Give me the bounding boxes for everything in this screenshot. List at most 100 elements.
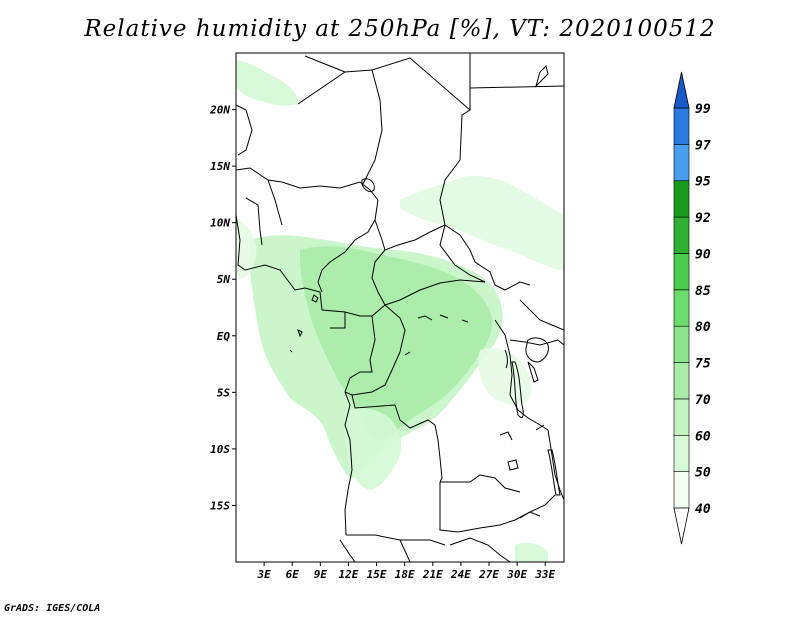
colorbar-label: 70 — [695, 393, 711, 408]
colorbar-label: 85 — [695, 284, 711, 299]
lon-label: 15E — [367, 568, 387, 581]
colorbar-segment — [673, 325, 690, 363]
lon-label: 24E — [450, 568, 471, 581]
colorbar-label: 50 — [695, 466, 711, 481]
border-segment — [346, 534, 446, 546]
border-segment — [236, 167, 379, 221]
border-segment — [457, 494, 556, 533]
coast-island — [527, 361, 539, 383]
lake-kivu — [504, 349, 508, 369]
river-segment — [417, 315, 433, 321]
border-segment — [245, 197, 263, 246]
humidity-field — [236, 60, 564, 562]
lake-chad — [361, 178, 375, 193]
colorbar-label: 99 — [695, 102, 711, 117]
lat-label: 10N — [210, 217, 230, 230]
lat-label: EQ — [217, 330, 231, 343]
border-segment — [374, 219, 446, 251]
map-title: Relative humidity at 250hPa [%], VT: 202… — [84, 16, 716, 42]
coast-island — [507, 459, 519, 471]
lon-label: 27E — [478, 568, 499, 581]
grads-credit: GrADS: IGES/COLA — [4, 603, 101, 614]
border-segment — [494, 319, 549, 431]
border-segment — [304, 55, 346, 73]
lat-label: 20N — [209, 104, 230, 117]
border-segment — [297, 69, 383, 185]
border-segment — [344, 304, 386, 317]
colorbar-label: 97 — [695, 138, 711, 153]
lon-label: 12E — [339, 568, 359, 581]
colorbar-label: 90 — [695, 247, 711, 262]
border-segment — [317, 219, 376, 293]
colorbar-label: 75 — [695, 357, 711, 372]
border-segment — [449, 537, 511, 562]
lat-label: 15S — [210, 499, 230, 512]
border-segment — [344, 304, 406, 396]
lat-label: 15N — [210, 160, 230, 173]
colorbar-label: 95 — [695, 175, 711, 190]
latitude-axis: 20N 15N 10N 5N EQ 5S 10S 15S — [209, 104, 236, 512]
humidity-area-south-tongue — [343, 407, 402, 490]
coast-island — [519, 511, 541, 519]
border-segment — [384, 279, 486, 306]
coast-island — [311, 294, 319, 303]
river-segment — [439, 314, 449, 319]
border-segment — [440, 474, 521, 493]
map-frame — [235, 52, 565, 563]
humidity-area-south-corner — [515, 542, 548, 562]
lake-victoria — [525, 337, 549, 363]
border-segment — [371, 249, 386, 306]
lat-label: 5N — [217, 273, 231, 286]
border-segment — [547, 429, 564, 501]
colorbar-label: 92 — [695, 211, 711, 226]
colorbar: 40 50 60 70 75 80 85 90 92 95 97 99 — [673, 71, 711, 545]
coast-island — [535, 424, 545, 431]
colorbar-segment — [673, 471, 690, 509]
river-segment — [404, 351, 411, 356]
longitude-axis: 3E 6E 9E 12E 15E 18E 21E 24E 27E 30E 33E — [256, 562, 556, 581]
border-segment — [344, 391, 353, 536]
lon-label: 21E — [422, 568, 443, 581]
lon-label: 30E — [506, 568, 527, 581]
humidity-area-central-core — [300, 246, 493, 441]
coast-island — [534, 65, 549, 88]
colorbar-segment — [673, 289, 690, 327]
lat-label: 5S — [217, 386, 231, 399]
border-segment — [399, 539, 411, 562]
border-segment — [351, 394, 443, 483]
border-segment — [267, 179, 283, 226]
lake-malawi — [547, 449, 561, 496]
lat-label: 10S — [210, 443, 230, 456]
coast-island — [297, 329, 303, 338]
border-segment — [439, 482, 459, 533]
colorbar-label: 40 — [695, 502, 711, 517]
lon-label: 9E — [314, 568, 328, 581]
colorbar-segment — [673, 144, 690, 182]
colorbar-segment — [673, 398, 690, 436]
coast-island — [499, 431, 513, 441]
colorbar-segment — [673, 180, 690, 218]
border-segment — [371, 57, 471, 236]
coast-island — [289, 349, 293, 353]
border-segment — [459, 234, 531, 291]
colorbar-segment — [673, 216, 690, 254]
humidity-area-northeast — [400, 175, 564, 270]
border-segment — [339, 539, 356, 562]
border-segment — [519, 299, 564, 331]
border-segment — [236, 214, 323, 311]
lon-label: 3E — [256, 568, 271, 581]
humidity-area-west-coast — [236, 220, 257, 279]
border-segment — [321, 309, 346, 329]
colorbar-segment — [673, 362, 690, 400]
colorbar-segment — [673, 434, 690, 472]
colorbar-top-arrow — [673, 71, 690, 109]
border-segment — [344, 315, 376, 393]
border-segment — [469, 85, 564, 89]
lon-label: 18E — [395, 568, 415, 581]
lon-label: 6E — [286, 568, 300, 581]
border-segment — [439, 224, 486, 283]
colorbar-segment — [673, 107, 690, 145]
border-segment — [509, 339, 564, 346]
colorbar-bottom-arrow — [673, 507, 690, 545]
